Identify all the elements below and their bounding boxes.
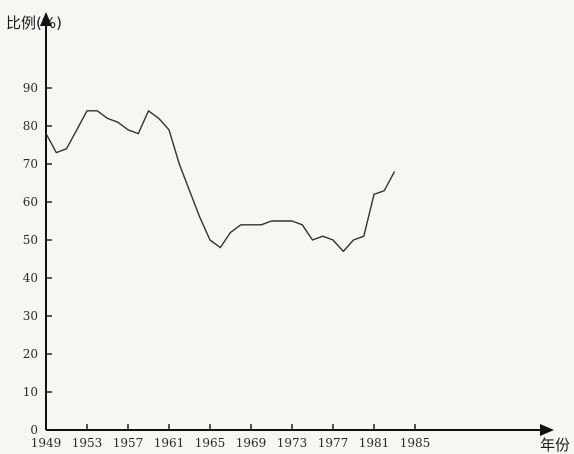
y-tick-label: 30 bbox=[23, 309, 38, 323]
x-tick-label: 1949 bbox=[31, 436, 62, 450]
y-tick-label: 90 bbox=[23, 81, 38, 95]
x-tick-label: 1957 bbox=[113, 436, 144, 450]
axes bbox=[40, 12, 554, 436]
x-tick-label: 1961 bbox=[154, 436, 185, 450]
x-ticks: 1949 1953 1957 1961 1965 1969 1973 1977 1981 1985 bbox=[31, 424, 431, 450]
y-tick-label: 70 bbox=[23, 157, 38, 171]
y-tick-label: 80 bbox=[23, 119, 38, 133]
x-axis-title: 年份 bbox=[540, 436, 570, 454]
y-tick-label: 0 bbox=[30, 423, 38, 437]
y-tick-label: 10 bbox=[23, 385, 38, 399]
series-group bbox=[45, 110, 396, 253]
x-tick-label: 1977 bbox=[318, 436, 349, 450]
x-tick-label: 1973 bbox=[277, 436, 308, 450]
y-ticks: 0 10 20 30 40 50 60 70 80 90 bbox=[23, 81, 52, 437]
y-axis-arrow bbox=[40, 12, 52, 26]
x-tick-label: 1965 bbox=[195, 436, 226, 450]
x-tick-label: 1953 bbox=[72, 436, 103, 450]
y-tick-label: 60 bbox=[23, 195, 38, 209]
series-line bbox=[45, 110, 396, 253]
y-tick-label: 40 bbox=[23, 271, 38, 285]
y-tick-label: 20 bbox=[23, 347, 38, 361]
y-tick-label: 50 bbox=[23, 233, 38, 247]
x-axis-arrow bbox=[540, 424, 554, 436]
x-tick-label: 1981 bbox=[359, 436, 390, 450]
x-tick-label: 1985 bbox=[400, 436, 431, 450]
y-axis-title: 比例(%) bbox=[6, 14, 62, 32]
x-tick-label: 1969 bbox=[236, 436, 267, 450]
